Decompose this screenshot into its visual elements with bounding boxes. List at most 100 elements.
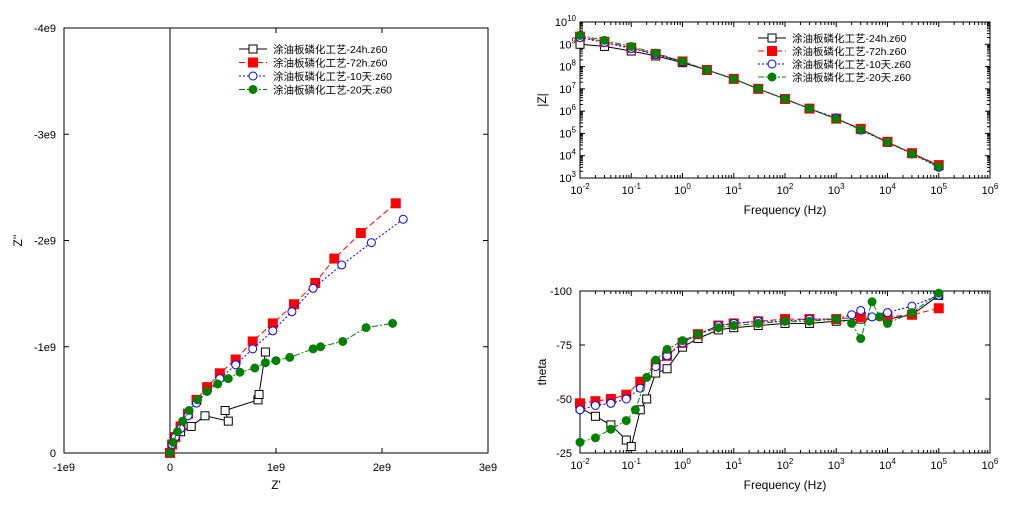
data-point <box>856 125 866 135</box>
data-point <box>831 314 841 324</box>
legend-marker <box>248 57 258 68</box>
x-tick-label: 106 <box>982 182 999 197</box>
data-point <box>575 405 585 415</box>
chart-panel-2: 10-2 10-1 100 101 102 103 104 105 106 103 104 105 10… <box>535 14 999 217</box>
y-tick-label: -75 <box>556 340 572 352</box>
y-tick-label: 104 <box>559 148 576 163</box>
data-point <box>308 344 318 354</box>
data-point <box>254 390 264 400</box>
data-point <box>165 448 175 458</box>
data-point <box>260 358 270 368</box>
data-point <box>907 149 917 159</box>
y-tick-label: 103 <box>559 170 576 185</box>
data-point <box>630 405 640 415</box>
legend-entry: 涂油板磷化工艺-10天.z60 <box>273 70 392 83</box>
data-point <box>934 288 944 298</box>
data-point <box>780 94 790 104</box>
y-axis-label: Z'' <box>11 235 25 247</box>
legend: 涂油板磷化工艺-24h.z60涂油板磷化工艺-72h.z60涂油板磷化工艺-10… <box>758 32 911 84</box>
data-point <box>223 416 233 426</box>
data-point <box>621 435 631 445</box>
legend-entry: 涂油板磷化工艺-72h.z60 <box>792 45 907 58</box>
data-point <box>621 416 631 426</box>
y-axis-label: theta <box>535 358 549 385</box>
data-point <box>856 305 866 315</box>
series-3 <box>575 290 944 415</box>
x-tick-label: 3e9 <box>479 462 497 474</box>
x-tick-label: 102 <box>777 457 794 472</box>
series-4 <box>575 288 944 447</box>
data-point <box>875 312 885 322</box>
data-point <box>590 400 600 410</box>
data-point <box>847 310 857 320</box>
legend-entry: 涂油板磷化工艺-24h.z60 <box>273 43 388 56</box>
x-tick-label: 103 <box>828 182 845 197</box>
x-tick-label: 102 <box>777 182 794 197</box>
data-point <box>366 238 376 248</box>
data-point <box>338 336 348 346</box>
data-point <box>398 214 408 224</box>
data-point <box>260 347 270 357</box>
data-point <box>621 394 631 404</box>
legend-marker <box>767 46 777 56</box>
x-axis-label: Frequency (Hz) <box>744 203 827 217</box>
data-point <box>804 316 814 326</box>
data-point <box>172 427 182 437</box>
data-point <box>678 336 687 346</box>
data-point <box>729 321 739 331</box>
data-point <box>184 406 194 415</box>
data-point <box>271 356 281 366</box>
legend-marker <box>767 59 777 69</box>
legend-entry: 涂油板磷化工艺-10天.z60 <box>792 58 911 71</box>
legend-marker <box>767 72 777 82</box>
data-point <box>651 48 661 58</box>
data-point <box>361 323 371 333</box>
x-tick-label: 104 <box>879 182 896 197</box>
data-point <box>753 318 763 328</box>
data-point <box>235 367 245 377</box>
data-point <box>268 326 278 336</box>
x-tick-label: 2e9 <box>373 462 391 474</box>
x-tick-label: 10-1 <box>622 457 642 472</box>
x-tick-label: 104 <box>879 457 896 472</box>
x-tick-label: 101 <box>725 182 742 197</box>
x-tick-label: 106 <box>982 457 999 472</box>
data-point <box>702 65 712 75</box>
data-point <box>248 344 258 354</box>
x-tick-label: -1e9 <box>53 462 75 474</box>
x-tick-label: 103 <box>828 457 845 472</box>
data-point <box>316 342 326 352</box>
data-point <box>753 84 763 94</box>
data-point <box>713 323 723 333</box>
x-tick-label: 105 <box>930 182 947 197</box>
legend-entry: 涂油板磷化工艺-20天.z60 <box>273 84 392 97</box>
y-tick-label: 106 <box>559 103 576 118</box>
data-point <box>193 395 203 405</box>
y-tick-label: 107 <box>559 81 576 96</box>
y-tick-label: -4e9 <box>34 23 56 35</box>
data-point <box>867 297 877 307</box>
y-tick-label: 108 <box>559 59 576 74</box>
data-point <box>847 318 857 328</box>
legend-marker <box>248 71 258 81</box>
x-tick-label: 10-2 <box>570 457 590 472</box>
data-point <box>590 411 600 421</box>
y-tick-label: 0 <box>50 448 56 460</box>
data-point <box>575 437 585 447</box>
series-3 <box>165 214 408 458</box>
legend: 涂油板磷化工艺-24h.z60涂油板磷化工艺-72h.z60涂油板磷化工艺-10… <box>239 43 392 97</box>
data-point <box>329 253 340 264</box>
x-tick-label: 101 <box>725 457 742 472</box>
chart-panel-1: -1e9 0 1e9 2e9 3e9 0 -1e9 -2e9 -3e9 -4e9 Z' Z'' 涂油板磷… <box>11 23 497 492</box>
y-axis-label: |Z| <box>535 93 549 107</box>
data-point <box>780 316 790 326</box>
data-point <box>355 228 366 239</box>
data-point <box>642 394 652 404</box>
data-point <box>606 398 616 408</box>
data-point <box>186 421 196 431</box>
data-point <box>223 374 233 384</box>
x-tick-label: 0 <box>167 462 173 474</box>
data-point <box>867 312 877 322</box>
data-point <box>200 411 210 421</box>
